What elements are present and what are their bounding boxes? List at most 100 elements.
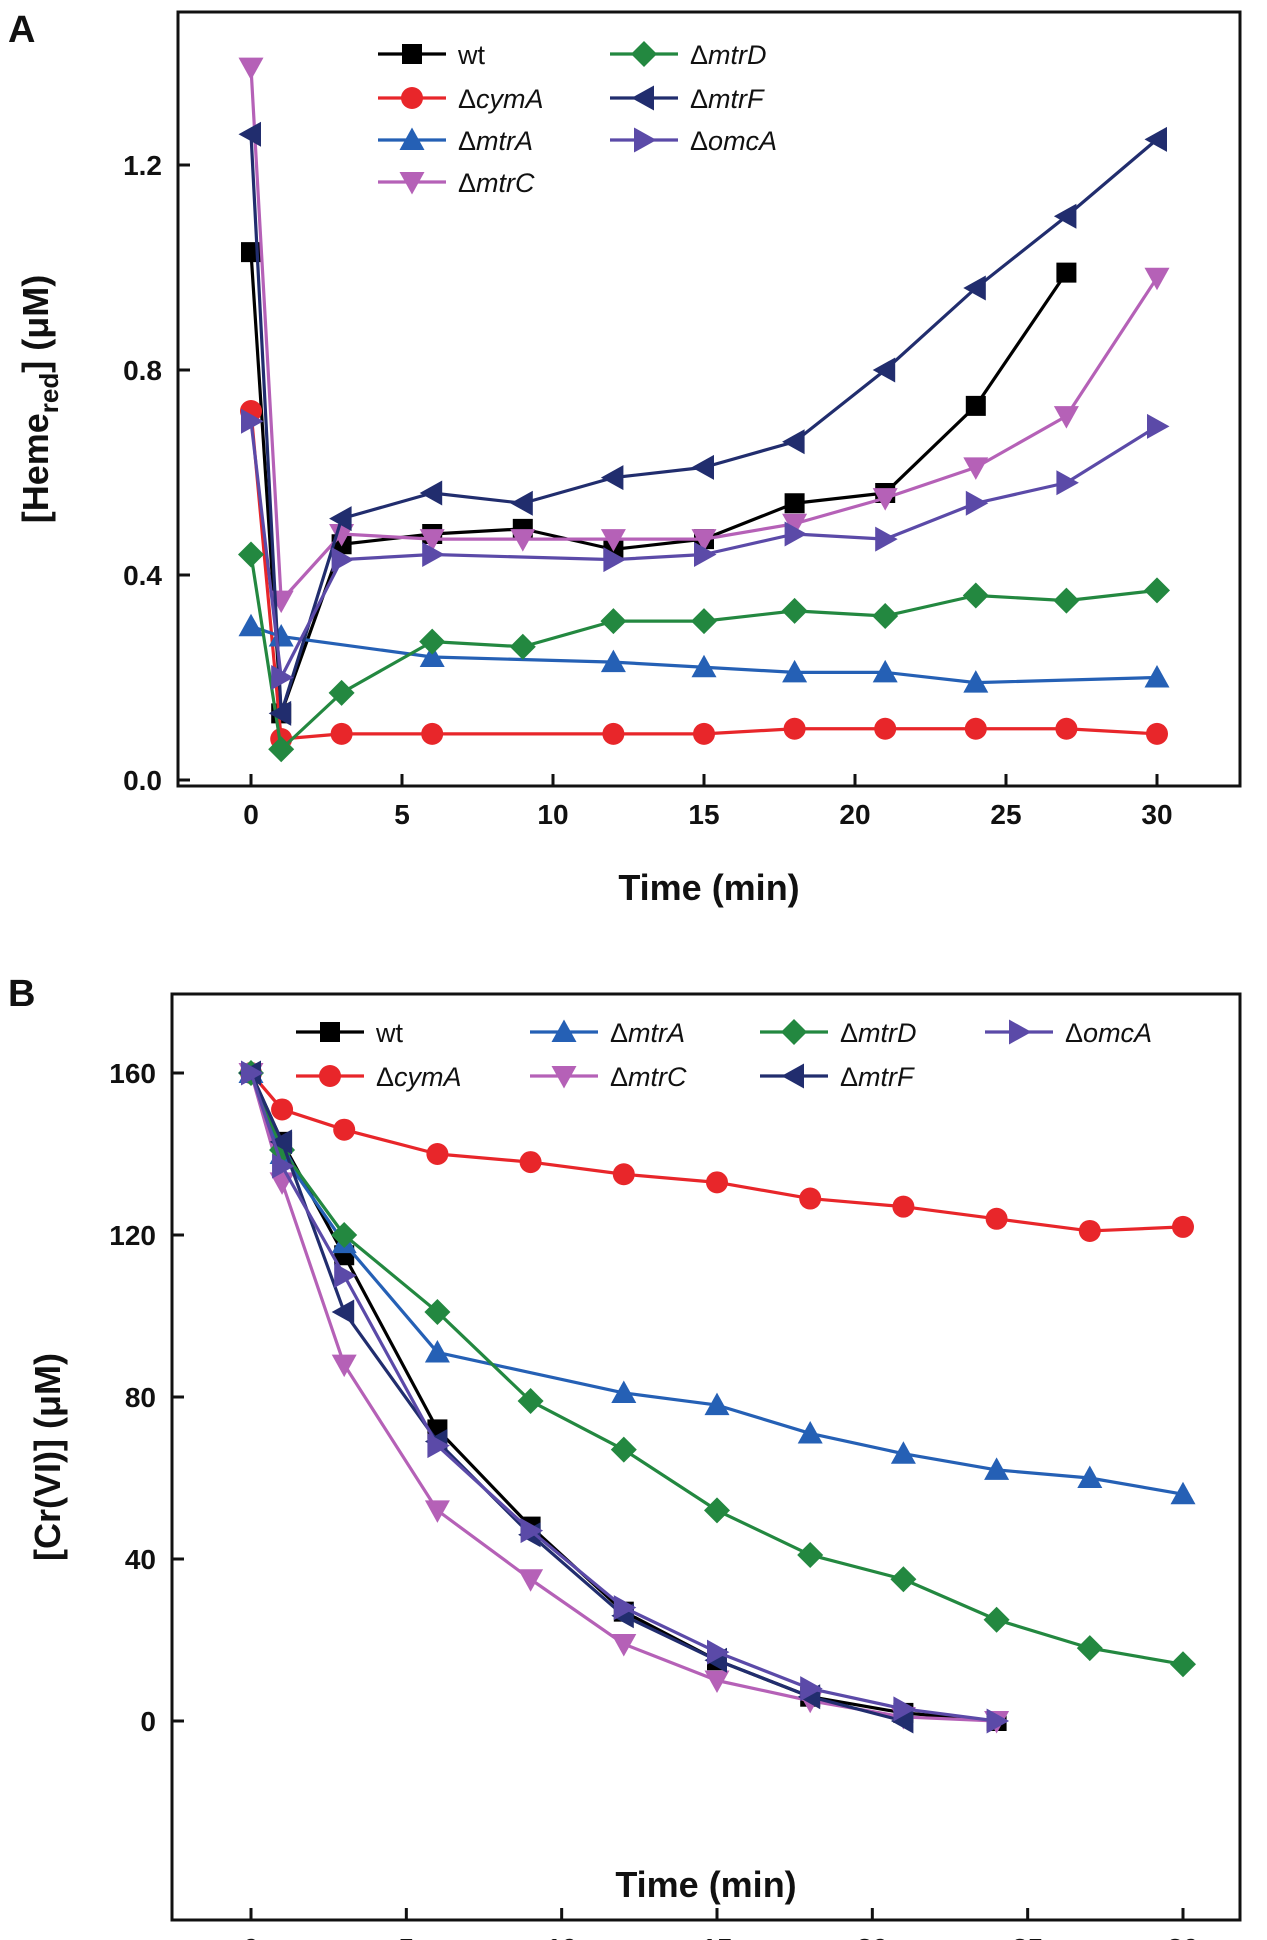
data-point-mtrC bbox=[872, 488, 898, 511]
series-omcA bbox=[241, 1060, 1010, 1734]
data-point-cymA bbox=[964, 717, 987, 740]
data-point-mtrC bbox=[963, 457, 989, 480]
legend-marker-mtrD bbox=[781, 1019, 807, 1045]
legend-marker-mtrC bbox=[399, 172, 425, 195]
legend-marker-mtrF bbox=[631, 85, 654, 111]
series-mtrA bbox=[238, 613, 1170, 693]
data-point-mtrA bbox=[1077, 1465, 1103, 1488]
legend-label-mtrC: ΔmtrC bbox=[610, 1062, 687, 1092]
data-point-mtrF bbox=[890, 1708, 914, 1734]
x-axis-title: Time (min) bbox=[618, 867, 799, 908]
data-point-cymA bbox=[799, 1187, 822, 1210]
x-axis-title: Time (min) bbox=[615, 1864, 796, 1905]
legend-label-mtrD: ΔmtrD bbox=[690, 40, 767, 70]
legend: wt ΔcymA ΔmtrA ΔmtrC ΔmtrD ΔmtrF ΔomcA bbox=[378, 40, 777, 198]
data-point-cymA bbox=[874, 717, 897, 740]
data-point-cymA bbox=[612, 1163, 635, 1186]
x-tick-label: 15 bbox=[701, 1933, 732, 1940]
data-point-omcA bbox=[1147, 413, 1170, 439]
data-point-cymA bbox=[985, 1207, 1008, 1230]
y-tick-label: 160 bbox=[109, 1058, 156, 1089]
legend-marker-mtrD bbox=[631, 41, 657, 67]
legend-marker-mtrA bbox=[551, 1019, 577, 1042]
data-point-cymA bbox=[426, 1143, 449, 1165]
data-point-mtrA bbox=[890, 1441, 916, 1464]
data-point-mtrD bbox=[600, 608, 627, 635]
x-tick-label: 30 bbox=[1167, 1933, 1198, 1940]
y-tick-label: 0.4 bbox=[123, 560, 162, 591]
series-line-cymA bbox=[249, 410, 1158, 741]
legend-label-wt: wt bbox=[375, 1018, 403, 1048]
series-mtrF bbox=[238, 121, 1167, 726]
data-point-omcA bbox=[707, 1639, 730, 1665]
x-tick-label: 5 bbox=[394, 799, 410, 830]
data-point-cymA bbox=[693, 722, 715, 745]
series-line-cymA bbox=[249, 1071, 1184, 1233]
series-line-omcA bbox=[249, 1072, 997, 1723]
x-tick-label: 20 bbox=[857, 1933, 888, 1940]
data-point-wt bbox=[1056, 262, 1077, 283]
x-tick-label: 20 bbox=[839, 799, 870, 830]
legend-marker-wt bbox=[320, 1022, 340, 1042]
data-point-omcA bbox=[603, 547, 626, 573]
data-point-cymA bbox=[706, 1171, 728, 1194]
legend: wt ΔcymA ΔmtrA ΔmtrC ΔmtrD ΔmtrF ΔomcA bbox=[296, 1018, 1152, 1092]
data-point-omcA bbox=[520, 1518, 544, 1544]
legend-marker-omcA bbox=[634, 127, 657, 153]
data-point-mtrD bbox=[1076, 1635, 1103, 1662]
data-point-mtrF bbox=[268, 700, 292, 726]
data-point-omcA bbox=[613, 1595, 637, 1621]
data-point-mtrC bbox=[518, 1569, 544, 1592]
series-mtrD bbox=[238, 1060, 1196, 1678]
legend-label-mtrF: ΔmtrF bbox=[840, 1062, 915, 1092]
series-cymA bbox=[240, 1062, 1194, 1242]
legend-label-wt: wt bbox=[457, 40, 485, 70]
series-line-mtrC bbox=[249, 67, 1159, 603]
data-point-mtrA bbox=[797, 1420, 823, 1444]
series-mtrF bbox=[238, 1060, 914, 1734]
series-line-mtrD bbox=[249, 554, 1158, 751]
data-point-mtrD bbox=[517, 1388, 544, 1415]
legend-label-cymA: ΔcymA bbox=[458, 84, 544, 114]
x-tick-label: 30 bbox=[1141, 799, 1172, 830]
data-point-mtrA bbox=[424, 1339, 450, 1363]
legend-label-mtrF: ΔmtrF bbox=[690, 84, 765, 114]
data-point-mtrC bbox=[1144, 267, 1170, 291]
data-point-mtrD bbox=[1170, 1651, 1196, 1678]
x-tick-label: 5 bbox=[399, 1933, 415, 1940]
data-point-mtrD bbox=[328, 679, 355, 706]
x-tick-label: 0 bbox=[243, 799, 259, 830]
y-tick-label: 120 bbox=[109, 1220, 156, 1251]
data-point-cymA bbox=[602, 722, 625, 745]
data-point-mtrF bbox=[1144, 126, 1167, 152]
data-point-mtrD bbox=[1144, 577, 1170, 604]
series-line-mtrA bbox=[249, 1072, 1184, 1496]
data-point-mtrA bbox=[1170, 1481, 1196, 1505]
y-tick-label: 80 bbox=[125, 1382, 156, 1413]
data-point-mtrC bbox=[419, 529, 445, 552]
data-point-mtrF bbox=[1053, 203, 1077, 229]
data-point-mtrD bbox=[797, 1541, 824, 1568]
data-point-mtrC bbox=[331, 1354, 357, 1378]
data-point-mtrD bbox=[331, 1222, 358, 1248]
y-tick-label: 1.2 bbox=[123, 150, 162, 181]
data-point-mtrC bbox=[238, 57, 264, 81]
series-line-mtrF bbox=[249, 1072, 904, 1723]
x-tick-label: 25 bbox=[1012, 1933, 1043, 1940]
data-point-mtrD bbox=[872, 603, 899, 629]
data-point-mtrA bbox=[419, 644, 445, 667]
data-point-mtrC bbox=[704, 1670, 730, 1693]
legend-marker-mtrC bbox=[551, 1066, 577, 1089]
legend-marker-mtrA bbox=[399, 127, 425, 150]
series-wt bbox=[241, 242, 1077, 724]
data-point-omcA bbox=[272, 1153, 295, 1179]
data-point-mtrD bbox=[781, 597, 808, 624]
data-point-mtrF bbox=[600, 465, 624, 491]
legend-label-omcA: ΔomcA bbox=[1065, 1018, 1152, 1048]
data-point-mtrD bbox=[238, 541, 264, 568]
data-point-mtrC bbox=[611, 1634, 637, 1657]
y-tick-label: 0.8 bbox=[123, 355, 162, 386]
data-point-mtrA bbox=[238, 613, 264, 637]
data-point-omcA bbox=[334, 1263, 357, 1288]
